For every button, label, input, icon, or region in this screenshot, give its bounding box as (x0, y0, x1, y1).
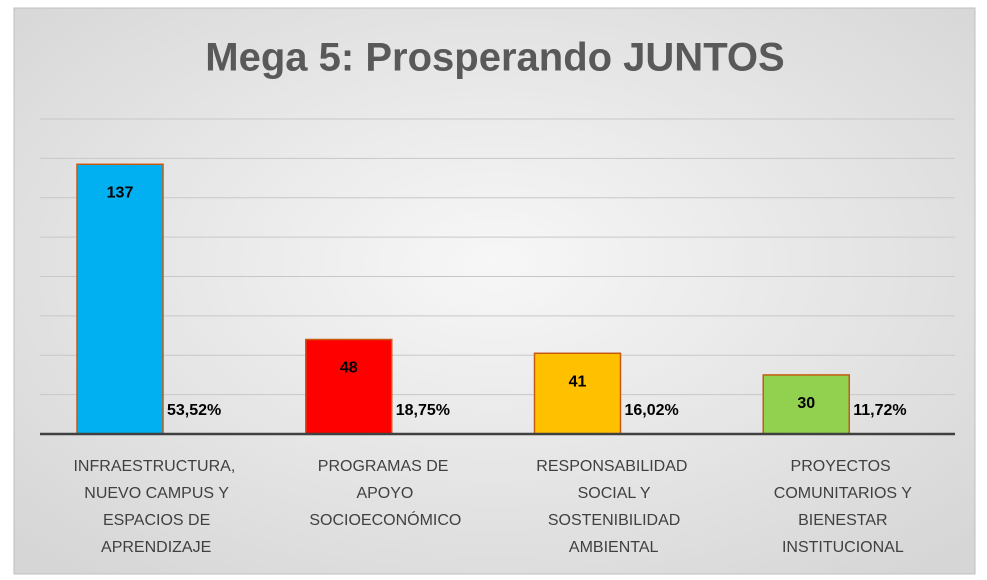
percent-label: 11,72% (853, 402, 906, 419)
percent-label: 16,02% (625, 402, 679, 419)
value-label: 41 (569, 374, 587, 391)
x-tick-label: RESPONSABILIDAD SOCIAL Y SOSTENIBILIDAD … (536, 458, 687, 556)
bar (76, 163, 164, 435)
chart-background (13, 7, 976, 575)
bar (305, 338, 393, 435)
value-label: 48 (340, 360, 358, 377)
x-tick-label: PROYECTOS COMUNITARIOS Y BIENESTAR INSTI… (769, 458, 912, 556)
bar (762, 374, 850, 435)
x-tick-label: INFRAESTRUCTURA, NUEVO CAMPUS Y ESPACIOS… (73, 458, 235, 556)
bar (533, 352, 622, 435)
value-label: 137 (107, 185, 134, 202)
percent-label: 18,75% (396, 402, 450, 419)
chart-title: Mega 5: Prosperando JUNTOS (205, 36, 784, 80)
value-label: 30 (797, 395, 815, 412)
x-tick-label: PROGRAMAS DE APOYO SOCIOECONÓMICO (305, 458, 461, 529)
percent-label: 53,52% (167, 402, 221, 419)
